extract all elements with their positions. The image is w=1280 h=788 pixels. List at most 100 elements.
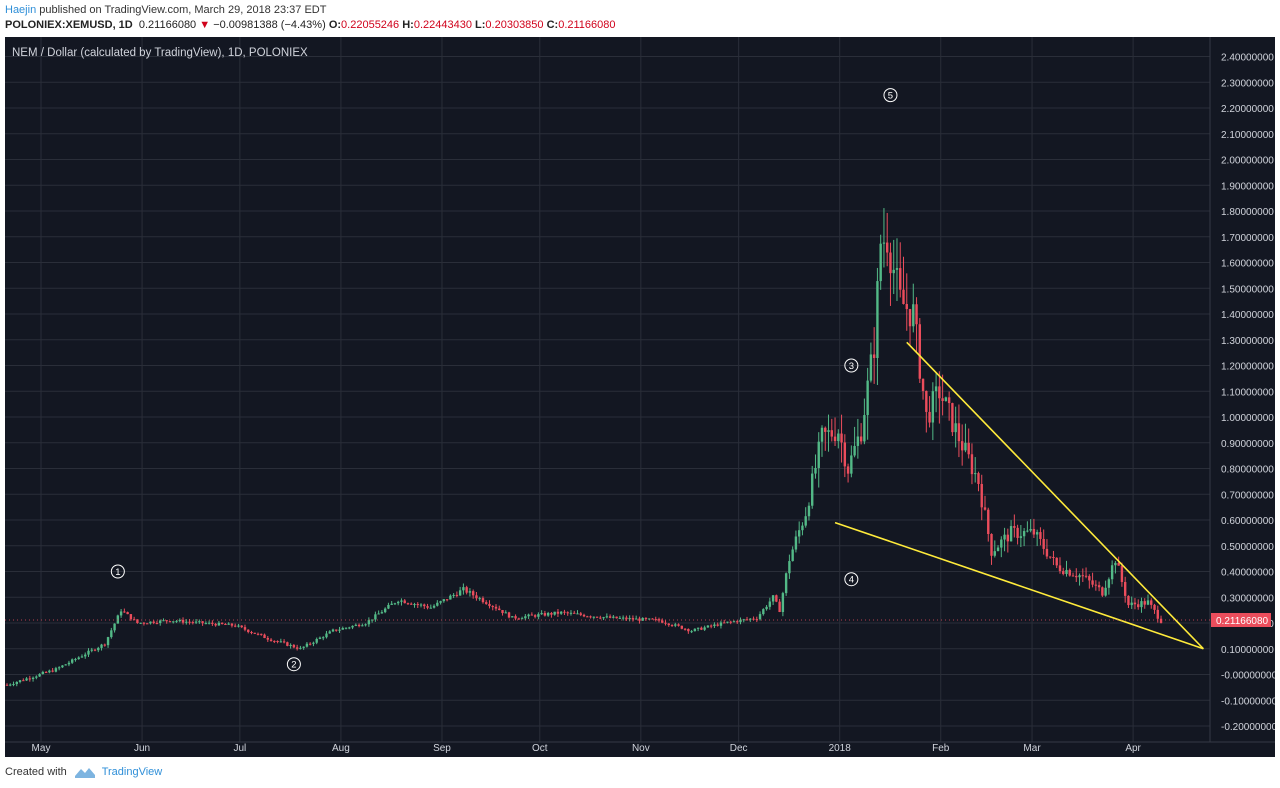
last-price-tag	[1211, 612, 1271, 627]
candle-body	[31, 677, 35, 679]
candle-body	[51, 670, 54, 672]
candle-body	[977, 473, 980, 484]
candle-body	[103, 644, 106, 646]
wave-label: 1	[115, 567, 120, 578]
candle-body	[227, 623, 230, 625]
candle-body	[853, 445, 856, 456]
candle-body	[791, 549, 794, 562]
candle-body	[886, 242, 889, 253]
candle-body	[491, 606, 494, 608]
candle-body	[67, 662, 71, 665]
tradingview-link[interactable]: TradingView	[101, 766, 163, 778]
candle-body	[716, 624, 719, 626]
candle-body	[931, 391, 935, 423]
candle-body	[54, 668, 58, 672]
candle-body	[1123, 581, 1127, 596]
candle-body	[175, 621, 178, 623]
candle-body	[579, 613, 582, 615]
candle-body	[123, 611, 126, 613]
candle-body	[302, 646, 305, 648]
wave-label: 3	[849, 361, 854, 372]
candle-body	[341, 628, 344, 630]
candle-body	[1075, 575, 1078, 578]
candle-body	[397, 601, 400, 604]
candle-body	[129, 614, 133, 620]
wave-label: 2	[291, 660, 296, 671]
candle-body	[328, 631, 331, 634]
candle-body	[876, 281, 879, 359]
x-tick-label: Apr	[1125, 743, 1141, 754]
candle-body	[331, 629, 335, 632]
symbol-info: POLONIEX:XEMUSD, 1D 0.21166080 ▼ −0.0098…	[5, 19, 616, 31]
candle-body	[951, 403, 954, 433]
candle-body	[954, 423, 957, 433]
candle-body	[234, 625, 237, 627]
candle-body	[15, 681, 18, 685]
candle-body	[905, 303, 908, 310]
candle-body	[28, 678, 32, 680]
candle-body	[282, 641, 286, 643]
candle-body	[84, 654, 87, 657]
candle-body	[765, 606, 768, 610]
open-label: O:	[328, 19, 342, 31]
trendlines[interactable]	[834, 341, 1204, 650]
wedge-trendline[interactable]	[906, 341, 1204, 650]
x-tick-label: Feb	[932, 743, 950, 754]
candle-body	[35, 676, 38, 678]
candle-body	[279, 641, 283, 643]
candle-body	[364, 624, 367, 626]
candle-body	[1140, 601, 1143, 608]
candle-body	[801, 525, 804, 531]
candle-body	[634, 618, 638, 620]
y-tick-label: 2.20000000	[1221, 104, 1274, 115]
candle-body	[266, 638, 269, 640]
candle-body	[824, 427, 827, 432]
candle-body	[775, 595, 778, 602]
wedge-trendline[interactable]	[834, 521, 1204, 650]
candle-body	[263, 634, 266, 639]
price-axis[interactable]: 2.40000000 2.30000000 2.20000000 2.10000000…	[1209, 37, 1275, 742]
candle-body	[481, 598, 485, 603]
candle-body	[1097, 585, 1101, 588]
candle-body	[410, 603, 413, 605]
author-link[interactable]: Haejin	[5, 4, 37, 16]
candle-body	[48, 670, 51, 673]
candle-body	[1039, 532, 1042, 539]
chart-title: NEM / Dollar (calculated by TradingView)…	[12, 47, 308, 59]
candle-body	[1101, 587, 1104, 596]
candle-body	[661, 620, 664, 623]
candle-body	[667, 623, 670, 626]
candle-body	[126, 612, 129, 615]
candle-body	[912, 304, 915, 327]
candle-body	[589, 616, 592, 618]
candle-body	[814, 467, 817, 474]
candle-body	[680, 625, 684, 629]
y-tick-label: 1.40000000	[1221, 310, 1274, 321]
grid-lines	[5, 37, 1210, 742]
x-tick-label: Jun	[134, 743, 150, 754]
candle-body	[928, 411, 931, 423]
candle-body	[442, 599, 446, 602]
candle-body	[9, 684, 12, 686]
candle-body	[230, 623, 234, 626]
chart-area[interactable]: 2.40000000 2.30000000 2.20000000 2.10000000…	[5, 37, 1275, 757]
candle-body	[895, 268, 899, 270]
candle-body	[1133, 602, 1137, 605]
price-chart[interactable]: 2.40000000 2.30000000 2.20000000 2.10000000…	[5, 37, 1275, 757]
candle-body	[253, 632, 256, 634]
candle-body	[162, 620, 165, 622]
y-tick-label: 1.20000000	[1221, 362, 1274, 373]
candle-body	[944, 397, 948, 401]
candle-body	[250, 632, 253, 634]
candle-body	[1035, 532, 1039, 535]
y-tick-label: 1.50000000	[1221, 284, 1274, 295]
candle-body	[145, 623, 149, 625]
candle-body	[957, 423, 961, 442]
high-value: 0.22443430	[413, 19, 472, 31]
candle-body	[260, 633, 263, 635]
candle-body	[198, 621, 201, 623]
candle-body	[846, 466, 850, 474]
candle-body	[462, 587, 465, 591]
y-tick-label: 0.70000000	[1221, 490, 1274, 501]
time-axis[interactable]: May Jun Jul Aug Sep Oct Nov Dec 2018 Feb Mar Apr	[5, 741, 1275, 754]
